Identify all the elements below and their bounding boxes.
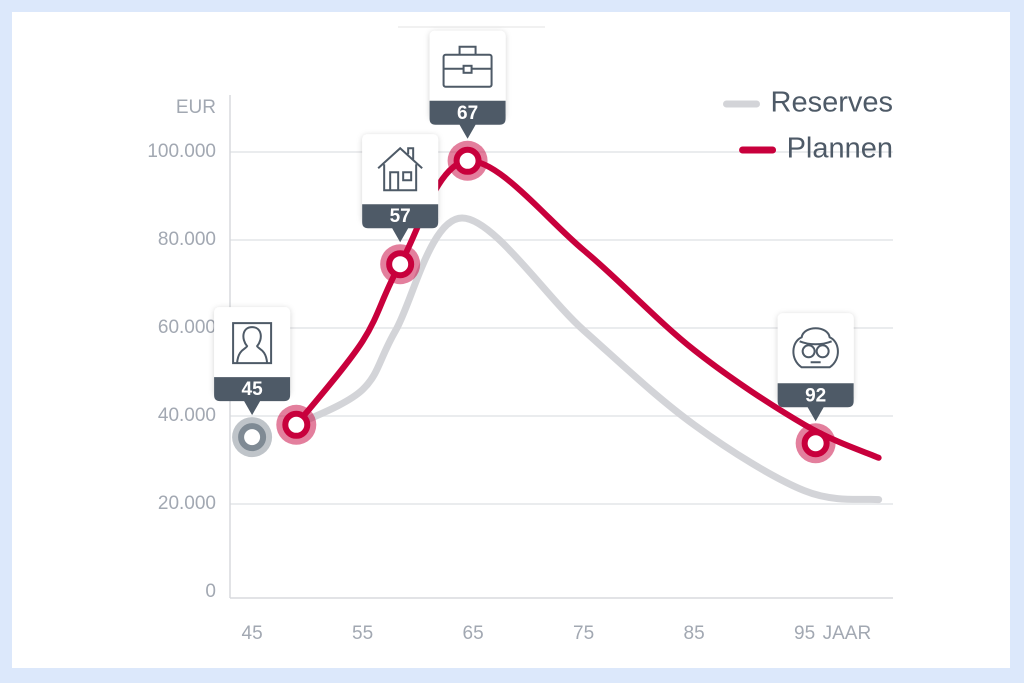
callout: 67	[429, 30, 506, 139]
icon	[792, 327, 839, 369]
marker	[453, 146, 482, 175]
marker	[801, 429, 830, 458]
legend-label: Reserves	[771, 87, 894, 119]
callout-box	[362, 134, 439, 223]
icon	[462, 64, 473, 74]
x-tick-label: 95	[794, 623, 815, 644]
marker	[386, 250, 415, 279]
marker	[238, 423, 267, 452]
callout-label: 57	[390, 206, 411, 227]
icon	[232, 322, 273, 365]
callout-label: 45	[242, 379, 264, 400]
y-tick-label: 100.000	[147, 141, 216, 162]
x-tick-label: 65	[463, 623, 484, 644]
y-axis-label: EUR	[176, 97, 216, 118]
icon	[799, 340, 833, 364]
series-line	[292, 214, 883, 504]
y-tick-label: 60.000	[158, 317, 216, 338]
callout-tag	[214, 377, 291, 416]
callout-label: 92	[805, 385, 826, 406]
icon	[442, 53, 493, 88]
x-tick-label: 45	[242, 623, 263, 644]
y-tick-label: 0	[205, 581, 216, 602]
callout: 45	[214, 307, 291, 416]
y-tick-label: 20.000	[158, 493, 216, 514]
x-tick-label: 85	[684, 623, 705, 644]
icon	[801, 344, 816, 359]
icon	[377, 146, 423, 192]
series-line	[293, 157, 882, 461]
icon	[236, 326, 269, 364]
legend-label: Plannen	[787, 133, 893, 165]
callout-label: 67	[457, 103, 478, 124]
marker	[282, 410, 311, 439]
icon	[815, 344, 830, 359]
x-tick-label: 55	[352, 623, 373, 644]
callout-tag	[429, 100, 506, 139]
callout-box	[429, 30, 506, 119]
callout-tag	[777, 383, 854, 422]
callout-tag	[362, 204, 439, 243]
y-tick-label: 40.000	[158, 405, 216, 426]
y-tick-label: 80.000	[158, 229, 216, 250]
x-axis-label: JAAR	[823, 623, 872, 644]
callout: 92	[777, 313, 854, 422]
x-tick-label: 75	[573, 623, 594, 644]
callout-box	[777, 313, 854, 402]
callout: 57	[362, 134, 439, 243]
